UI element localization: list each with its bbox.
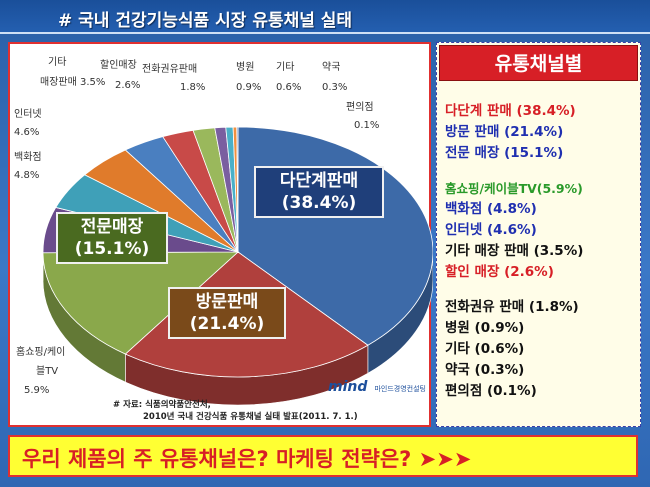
- slice-label: 5.9%: [24, 385, 49, 396]
- legend-gap: [445, 283, 640, 297]
- page-title: # 국내 건강기능식품 시장 유통채널 실태: [58, 11, 353, 31]
- slice-callout-line: 다단계판매: [279, 171, 359, 191]
- slice-callout: 다단계판매 (38.4%): [254, 166, 384, 218]
- legend-item: 방문 판매 (21.4%): [445, 124, 564, 140]
- legend-gap: [445, 164, 640, 178]
- company-logo: mind 마인드경영컨설팅: [328, 376, 426, 395]
- legend-item: 홈쇼핑/케이블TV(5.9%): [445, 181, 583, 196]
- legend-item: 인터넷 (4.6%): [445, 222, 537, 238]
- slice-label: 편의점: [346, 101, 374, 113]
- legend-item: 할인 매장 (2.6%): [445, 264, 554, 280]
- slice-label: 1.8%: [180, 82, 205, 93]
- slice-label: 0.9%: [236, 82, 261, 93]
- slice-callout: 방문판매 (21.4%): [168, 287, 286, 339]
- slice-callout-line: (38.4%): [281, 193, 357, 213]
- pie-slice: [236, 126, 239, 253]
- slice-callout-line: (15.1%): [74, 239, 150, 259]
- slice-label: 4.6%: [14, 127, 39, 138]
- slice-callout-line: (21.4%): [189, 314, 265, 334]
- legend-item: 다단계 판매 (38.4%): [445, 103, 576, 119]
- slice-label: 병원: [236, 61, 254, 73]
- slice-label: 0.6%: [276, 82, 301, 93]
- logo-sub: 마인드경영컨설팅: [374, 385, 426, 393]
- legend-item: 전문 매장 (15.1%): [445, 145, 564, 161]
- legend-item: 병원 (0.9%): [445, 320, 525, 336]
- title-bar: # 국내 건강기능식품 시장 유통채널 실태: [0, 0, 650, 34]
- legend-item: 전화권유 판매 (1.8%): [445, 299, 579, 315]
- banner-text: 우리 제품의 주 유통채널은? 마케팅 전략은? ➤➤➤: [22, 447, 472, 471]
- slice-label: 기타: [48, 56, 66, 68]
- legend-item: 백화점 (4.8%): [445, 201, 537, 217]
- legend-item: 기타 매장 판매 (3.5%): [445, 243, 584, 259]
- bottom-banner: 우리 제품의 주 유통채널은? 마케팅 전략은? ➤➤➤: [8, 435, 638, 477]
- slice-callout-line: 전문매장: [80, 217, 144, 237]
- slice-callout-line: 방문판매: [195, 292, 259, 312]
- slice-label: 백화점: [14, 151, 42, 163]
- slice-label: 홈쇼핑/케이: [16, 345, 65, 358]
- slice-callout: 전문매장 (15.1%): [56, 212, 168, 264]
- source-line-1: # 자료: 식품의약품안전처,: [113, 400, 211, 410]
- logo-main: mind: [328, 379, 368, 395]
- legend-item: 편의점 (0.1%): [445, 383, 537, 399]
- slice-label: 블TV: [36, 365, 58, 377]
- slice-label: 약국: [322, 61, 340, 73]
- slice-label: 매장판매 3.5%: [40, 76, 105, 88]
- pie-slice: [42, 251, 240, 355]
- source-line-2: 2010년 국내 건강식품 유통채널 실태 발표(2011. 7. 1.): [143, 412, 358, 422]
- slice-label: 전화권유판매: [142, 63, 197, 75]
- legend-panel: 유통채널별 다단계 판매 (38.4%) 방문 판매 (21.4%) 전문 매장 (…: [436, 42, 641, 427]
- slice-label: 4.8%: [14, 170, 39, 181]
- legend-item: 기타 (0.6%): [445, 341, 525, 357]
- slice-label: 할인매장: [100, 59, 137, 71]
- legend-item: 약국 (0.3%): [445, 362, 525, 378]
- slice-label: 0.3%: [322, 82, 347, 93]
- slice-label: 인터넷: [14, 108, 42, 120]
- slice-label: 기타: [276, 61, 294, 73]
- source-note: # 자료: 식품의약품안전처, 2010년 국내 건강식품 유통채널 실태 발표…: [113, 399, 433, 423]
- slice-label: 0.1%: [354, 120, 379, 131]
- legend-list: 다단계 판매 (38.4%) 방문 판매 (21.4%) 전문 매장 (15.1%)…: [445, 101, 640, 402]
- slice-label: 2.6%: [115, 80, 140, 91]
- legend-title: 유통채널별: [439, 45, 638, 81]
